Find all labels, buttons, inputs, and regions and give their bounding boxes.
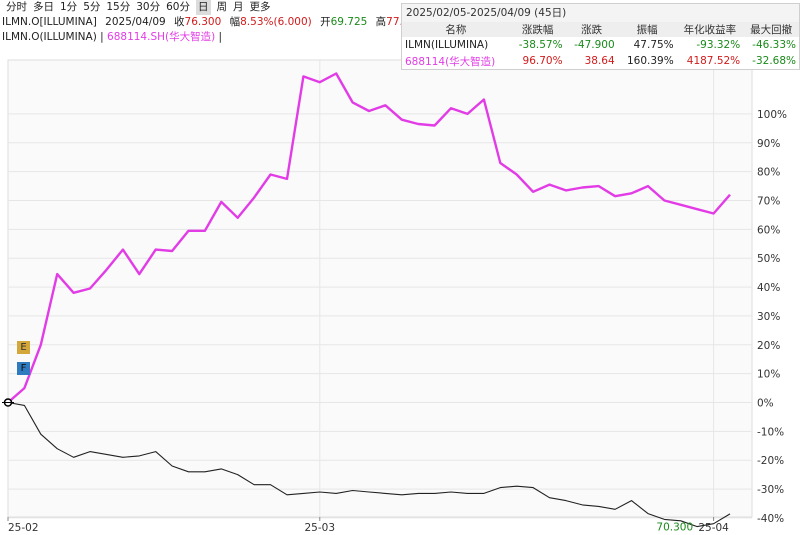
stats-value: -47.900 — [574, 39, 615, 51]
series-line-1 — [7, 72, 731, 404]
stats-value: 38.64 — [584, 55, 615, 67]
x-tick-label: 25-03 — [305, 522, 336, 534]
stats-table: 名称 涨跌幅 涨跌 振幅 年化收益率 最大回撤 ILMN(ILLUMINA) -38.57%… — [402, 22, 799, 69]
y-tick-label: 70% — [757, 196, 780, 208]
y-tick-label: 0% — [757, 398, 774, 410]
y-tick-label: 60% — [757, 224, 780, 236]
y-tick-label: -40% — [757, 513, 784, 525]
min-price-label: 70.300 — [656, 522, 693, 534]
legend-bgi[interactable]: 688114.SH(华大智造) — [107, 31, 216, 43]
legend-ilmn[interactable]: ILMN.O(ILLUMINA) — [2, 31, 97, 43]
stats-value: -38.57% — [518, 39, 563, 51]
stats-name: 688114(华大智造) — [405, 55, 496, 68]
timeframe-4[interactable]: 15分 — [106, 1, 131, 13]
stats-amp: 47.75% — [633, 39, 674, 51]
stats-period: 2025/02/05-2025/04/09 (45日) — [402, 4, 799, 22]
y-tick-label: -10% — [757, 426, 784, 438]
stats-panel: 2025/02/05-2025/04/09 (45日) 名称 涨跌幅 涨跌 振幅 年化收… — [401, 3, 800, 70]
y-tick-label: -20% — [757, 455, 784, 467]
y-tick-label: 10% — [757, 369, 780, 381]
plot-area — [7, 59, 753, 518]
y-tick-label: 30% — [757, 311, 780, 323]
y-tick-label: 90% — [757, 138, 780, 150]
timeframe-8[interactable]: 周 — [216, 1, 228, 13]
timeframe-7[interactable]: 日 — [196, 0, 211, 15]
timeframe-0[interactable]: 分时 — [6, 1, 27, 13]
event-badge-e[interactable]: E — [17, 341, 30, 354]
stats-value: -93.32% — [696, 39, 741, 51]
quote-close: 收76.300 — [174, 16, 222, 28]
stats-amp: 160.39% — [626, 55, 674, 67]
series-line-0 — [7, 401, 731, 528]
timeframe-toolbar: 分时 多日 1分 5分 15分 30分 60分日周月更多 — [0, 0, 800, 15]
stats-value: 96.70% — [522, 55, 563, 67]
stats-header-2: 涨跌 — [565, 22, 618, 37]
stats-value: 4187.52% — [686, 55, 741, 67]
timeframe-5[interactable]: 30分 — [136, 1, 161, 13]
quote-line: ILMN.O[ILLUMINA] 2025/04/09 收76.300 幅8.5… — [2, 15, 447, 30]
stats-header-1: 涨跌幅 — [509, 22, 566, 37]
stats-name: ILMN(ILLUMINA) — [405, 39, 489, 51]
timeframe-3[interactable]: 5分 — [83, 1, 101, 13]
event-badge-f[interactable]: F — [17, 362, 30, 375]
y-tick-label: 80% — [757, 167, 780, 179]
quote-date: 2025/04/09 — [105, 16, 166, 28]
stats-row[interactable]: 688114(华大智造) 96.70% 38.64 160.39% 4187.52% -3… — [402, 53, 799, 69]
y-tick-label: 20% — [757, 340, 780, 352]
stats-row[interactable]: ILMN(ILLUMINA) -38.57% -47.900 47.75% -93.32… — [402, 37, 799, 53]
series-legend: ILMN.O(ILLUMINA) | 688114.SH(华大智造) | — [2, 31, 223, 43]
y-tick-label: 50% — [757, 253, 780, 265]
y-tick-label: 100% — [757, 109, 787, 121]
stats-header-4: 年化收益率 — [676, 22, 744, 37]
x-tick-label: 25-02 — [8, 522, 39, 534]
quote-open: 开69.725 — [320, 16, 368, 28]
timeframe-2[interactable]: 1分 — [60, 1, 78, 13]
stats-header-5: 最大回撤 — [743, 22, 799, 37]
quote-change: 幅8.53%(6.000) — [229, 16, 312, 28]
y-tick-label: 40% — [757, 282, 780, 294]
stats-header-0: 名称 — [402, 22, 510, 37]
timeframe-9[interactable]: 月 — [233, 1, 244, 13]
stats-value: -32.68% — [752, 55, 796, 67]
timeframe-1[interactable]: 多日 — [33, 1, 54, 13]
stats-header-3: 振幅 — [617, 22, 677, 37]
timeframe-10[interactable]: 更多 — [249, 1, 271, 13]
y-tick-label: -30% — [757, 484, 784, 496]
timeframe-6[interactable]: 60分 — [166, 1, 190, 13]
quote-symbol: ILMN.O[ILLUMINA] — [2, 16, 97, 28]
stats-value: -46.33% — [752, 39, 796, 51]
